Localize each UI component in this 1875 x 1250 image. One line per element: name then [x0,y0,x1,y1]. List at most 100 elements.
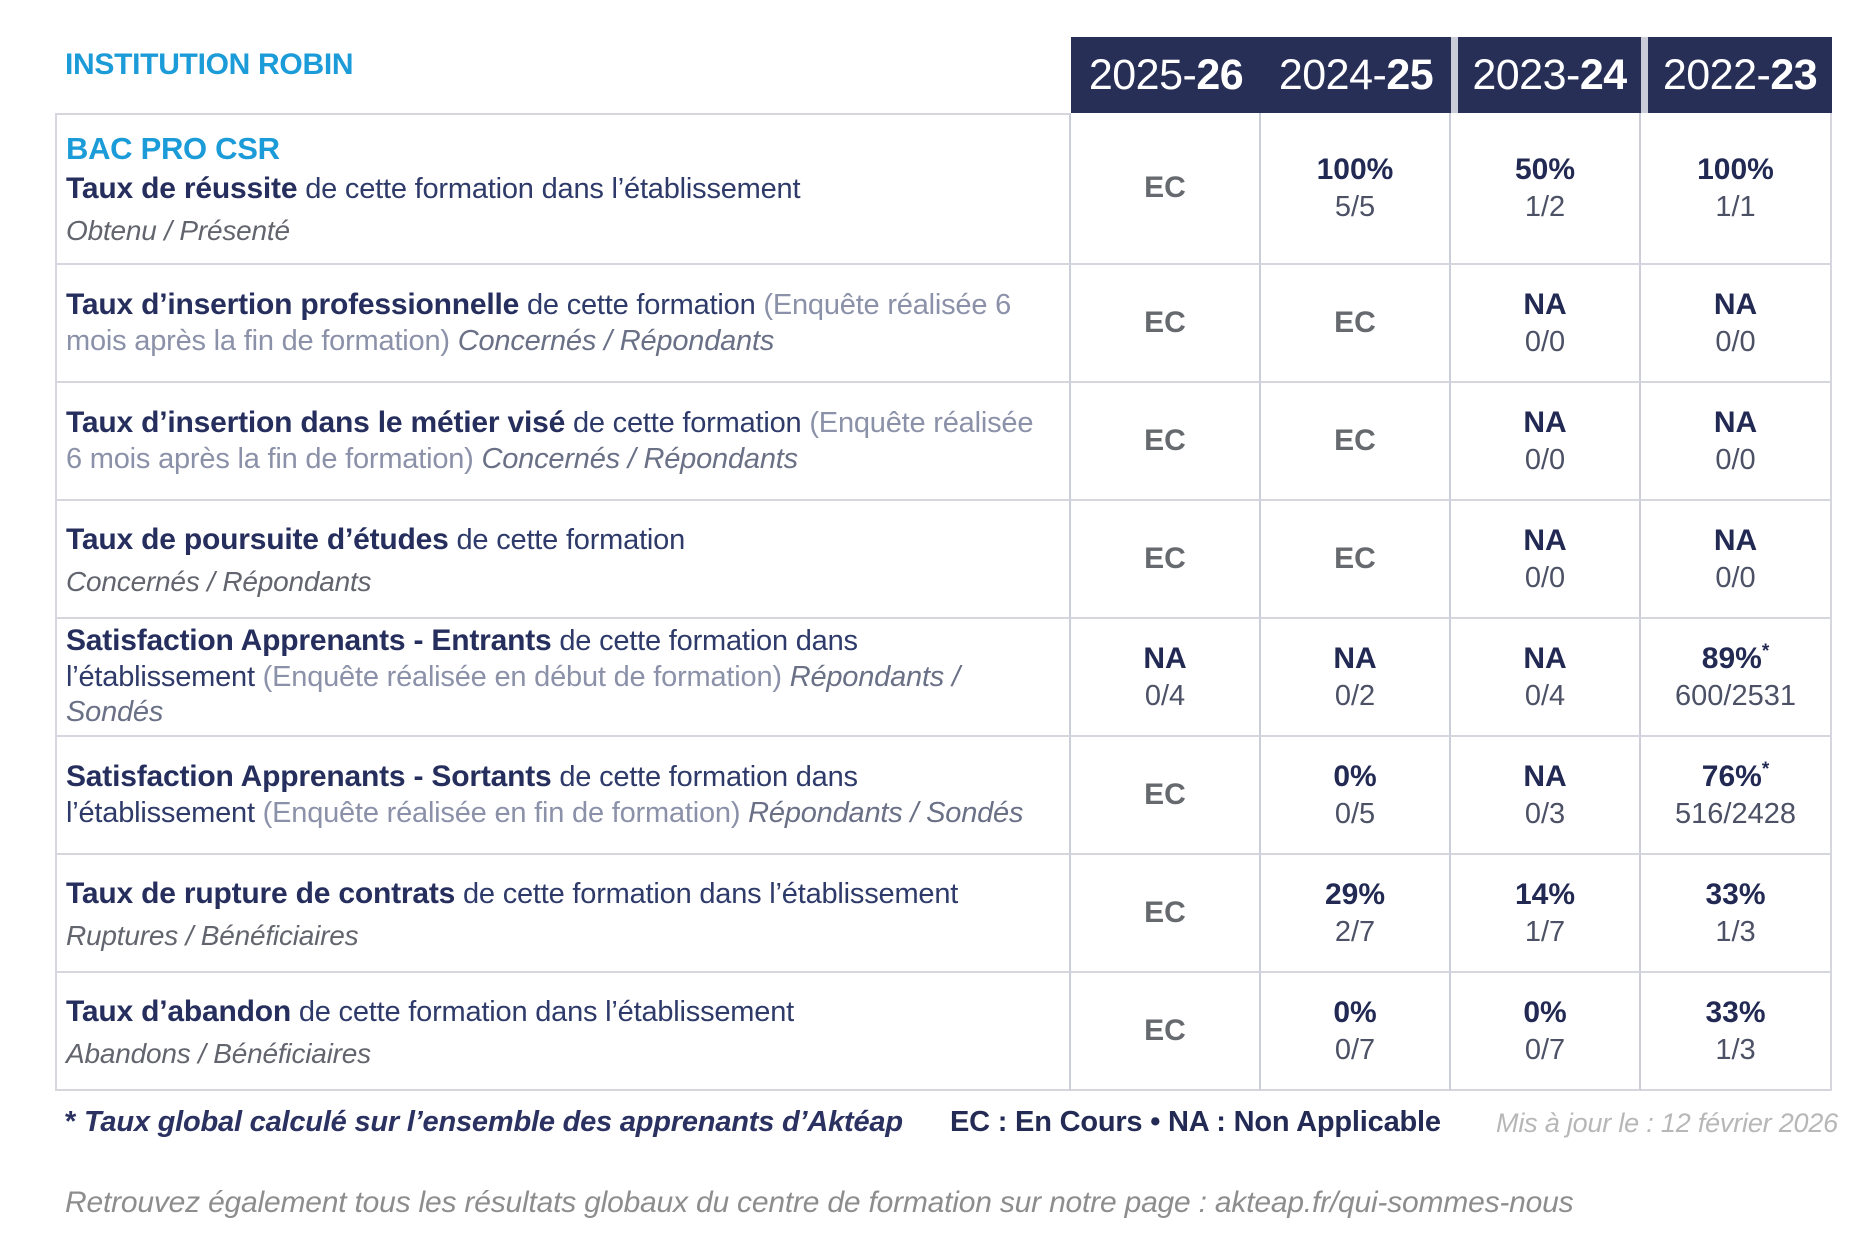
year-prefix: 2023- [1472,50,1580,99]
value-cell-2024-25: 29% 2/7 [1261,855,1451,973]
value-sub: 0/0 [1715,443,1756,476]
value-cell-2023-24: NA 0/3 [1451,737,1641,855]
value-main: NA [1713,406,1758,440]
asterisk-marker: * [1761,759,1770,781]
value-main: 0% [1523,996,1567,1030]
value-main: 0% [1333,996,1377,1030]
table-row: Taux d’insertion professionnelle de cett… [55,265,1832,383]
value-sub: 2/7 [1334,915,1376,948]
value-main: NA [1523,524,1567,558]
value-cell-2022-23: 100% 1/1 [1641,113,1832,265]
value-sub: 0/0 [1715,561,1756,594]
metric-survey-note: (Enquête réalisée en début de formation) [262,660,790,693]
table-row: Satisfaction Apprenants - Entrants de ce… [55,619,1832,737]
value-cell-2023-24: 50% 1/2 [1451,113,1641,265]
value-cell-2024-25: 0% 0/7 [1261,973,1451,1091]
metric-name: Taux d’insertion dans le métier visé [66,406,566,440]
value-main: 76%* [1701,759,1770,794]
value-sub: 0/5 [1334,797,1376,830]
value-main: NA [1523,406,1567,440]
metric-description: de cette formation dans l’établissement [455,878,959,911]
value-cell-2023-24: 0% 0/7 [1451,973,1641,1091]
value-main: EC [1144,306,1186,340]
value-sub: 0/7 [1334,1033,1376,1066]
table-header-row: 2025- 26 2024- 25 2023- 24 2022- 23 [55,37,1832,113]
value-main: NA [1143,642,1187,676]
value-main: 89%* [1701,641,1770,676]
global-results-note: Retrouvez également tous les résultats g… [65,1186,1574,1219]
metric-subtitle: Concernés / Répondants [66,565,372,597]
metric-description: de cette formation [448,524,686,557]
value-cell-2023-24: NA 0/0 [1451,265,1641,383]
value-main: EC [1144,542,1186,576]
metric-survey-note: (Enquête réalisée 6 mois après la fin de… [66,289,1012,357]
value-cell-2025-26: EC [1071,973,1261,1091]
table-row: Taux de rupture de contrats de cette for… [55,855,1832,973]
value-cell-2024-25: 0% 0/5 [1261,737,1451,855]
metric-name: Taux de poursuite d’études [66,523,449,557]
value-main: EC [1144,896,1186,930]
value-main: 14% [1514,878,1576,912]
value-cell-2023-24: NA 0/0 [1451,383,1641,501]
row-label-cell: Taux d’abandon de cette formation dans l… [55,973,1071,1091]
metric-description: de cette formation [565,407,810,440]
value-main: EC [1144,778,1186,812]
year-prefix: 2024- [1278,50,1387,99]
value-cell-2023-24: NA 0/0 [1451,501,1641,619]
value-sub: 0/4 [1144,679,1186,712]
value-main: EC [1334,306,1376,340]
value-main: 100% [1697,153,1774,187]
program-title: BAC PRO CSR [66,131,280,167]
year-header-2022-23: 2022- 23 [1641,37,1832,113]
value-cell-2023-24: NA 0/4 [1451,619,1641,737]
metric-description: de cette formation dans l’établissement [290,996,794,1029]
value-main: NA [1713,524,1758,558]
value-main: NA [1523,288,1567,322]
year-header-2023-24: 2023- 24 [1451,37,1641,113]
table-row: Satisfaction Apprenants - Sortants de ce… [55,737,1832,855]
value-sub: 0/3 [1524,797,1566,830]
value-cell-2024-25: NA 0/2 [1261,619,1451,737]
asterisk-marker: * [65,1106,77,1138]
row-label-cell: Satisfaction Apprenants - Sortants de ce… [55,737,1071,855]
table-row: Taux de poursuite d’études de cette form… [55,501,1832,619]
value-sub: 0/0 [1715,325,1756,358]
year-suffix: 25 [1386,50,1434,99]
metric-ratio-label: Répondants / Sondés [66,660,960,729]
value-main: 100% [1316,153,1394,187]
metric-description: de cette formation [519,289,764,322]
metric-title: Satisfaction Apprenants - Entrants de ce… [66,623,1047,730]
value-cell-2025-26: EC [1071,383,1261,501]
metric-name: Taux de rupture de contrats [66,877,456,911]
value-main: 0% [1333,760,1377,794]
row-label-cell: BAC PRO CSR Taux de réussite de cette fo… [55,113,1071,265]
value-main: NA [1333,642,1377,676]
year-header-2025-26: 2025- 26 [1071,37,1261,113]
row-label-cell: Taux d’insertion dans le métier visé de … [55,383,1071,501]
table-row: Taux d’insertion dans le métier visé de … [55,383,1832,501]
value-sub: 0/4 [1524,679,1566,712]
year-suffix: 24 [1579,50,1627,99]
value-cell-2024-25: EC [1261,383,1451,501]
row-label-cell: Taux de poursuite d’études de cette form… [55,501,1071,619]
row-label-cell: Taux d’insertion professionnelle de cett… [55,265,1071,383]
abbreviations-legend: EC : En Cours • NA : Non Applicable [950,1106,1441,1138]
metric-ratio-label: Concernés / Répondants [481,442,799,475]
value-sub: 1/3 [1715,915,1756,948]
metric-description: de cette formation dans l’établissement [297,173,801,206]
metric-name: Taux d’abandon [66,995,291,1029]
metric-title: Taux d’insertion professionnelle de cett… [66,287,1047,359]
value-cell-2025-26: EC [1071,265,1261,383]
value-cell-2022-23: 33% 1/3 [1641,855,1832,973]
metric-survey-note: (Enquête réalisée 6 mois après la fin de… [66,407,1034,475]
metric-subtitle: Ruptures / Bénéficiaires [66,919,359,951]
value-cell-2025-26: EC [1071,855,1261,973]
value-main: NA [1523,760,1567,794]
value-main: 50% [1514,153,1576,187]
last-updated-date: Mis à jour le : 12 février 2026 [1496,1108,1838,1138]
asterisk-marker: * [1761,641,1770,663]
value-cell-2024-25: EC [1261,501,1451,619]
value-main: NA [1523,642,1567,676]
value-main: EC [1144,424,1186,458]
value-cell-2022-23: 76%* 516/2428 [1641,737,1832,855]
